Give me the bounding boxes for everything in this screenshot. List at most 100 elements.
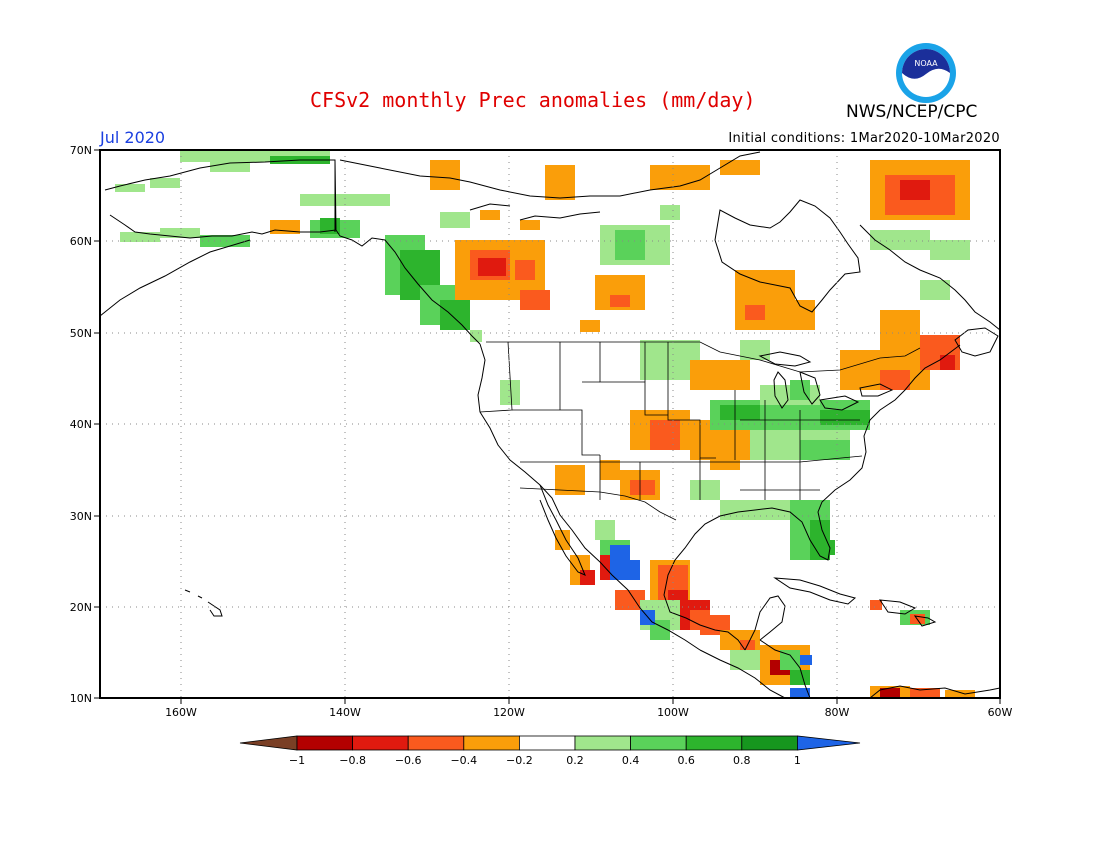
anomaly-cell xyxy=(438,285,447,294)
anomaly-cell xyxy=(385,253,394,262)
anomaly-cell xyxy=(906,239,915,248)
anomaly-cell xyxy=(676,583,685,592)
anomaly-cell xyxy=(708,387,717,390)
anomaly-cell xyxy=(870,230,879,239)
anomaly-cell xyxy=(798,309,807,318)
anomaly-cell xyxy=(730,650,739,659)
anomaly-cell xyxy=(633,239,642,248)
anomaly-cell xyxy=(473,276,482,285)
anomaly-cell xyxy=(227,235,236,244)
anomaly-cell xyxy=(318,203,327,206)
anomaly-cell xyxy=(747,630,756,639)
anomaly-cell xyxy=(279,150,288,159)
anomaly-cell xyxy=(600,478,609,480)
anomaly-cell xyxy=(909,189,918,198)
anomaly-cell xyxy=(729,648,738,650)
anomaly-cell xyxy=(650,569,659,578)
anomaly-cell xyxy=(464,285,473,294)
anomaly-cell xyxy=(808,509,817,518)
anomaly-cell xyxy=(740,349,749,358)
anomaly-cell xyxy=(790,527,799,536)
anomaly-cell xyxy=(529,299,538,308)
anomaly-cell xyxy=(169,237,178,238)
anomaly-cell xyxy=(759,448,768,457)
anomaly-cell xyxy=(520,220,529,229)
anomaly-cell xyxy=(628,304,630,307)
anomaly-cell xyxy=(420,312,429,321)
anomaly-cell xyxy=(648,480,655,489)
anomaly-cell xyxy=(180,159,189,162)
anomaly-cell xyxy=(219,169,228,172)
anomaly-cell xyxy=(912,377,921,386)
anomaly-cell xyxy=(809,409,818,418)
anomaly-cell xyxy=(488,277,497,280)
anomaly-cell xyxy=(727,624,730,633)
anomaly-cell xyxy=(624,590,633,599)
anomaly-cell xyxy=(929,362,938,370)
anomaly-cell xyxy=(699,429,708,438)
anomaly-cell xyxy=(409,250,418,259)
anomaly-cell xyxy=(762,309,771,318)
anomaly-cell xyxy=(880,319,889,328)
anomaly-cell xyxy=(969,205,970,214)
anomaly-cell xyxy=(570,555,579,564)
anomaly-cell xyxy=(894,211,903,215)
anomaly-cell xyxy=(633,248,642,257)
anomaly-cell xyxy=(829,410,838,419)
anomaly-cell xyxy=(747,405,756,414)
anomaly-cell xyxy=(420,285,429,294)
anomaly-cell xyxy=(763,305,765,314)
anomaly-cell xyxy=(800,418,809,427)
anomaly-cell xyxy=(756,509,765,518)
anomaly-cell xyxy=(912,175,921,184)
anomaly-cell xyxy=(639,489,648,495)
anomaly-cell xyxy=(907,319,916,328)
anomaly-cell xyxy=(467,318,470,327)
anomaly-cell xyxy=(903,202,912,211)
anomaly-cell xyxy=(177,178,180,187)
anomaly-cell xyxy=(748,650,757,659)
anomaly-cell xyxy=(363,203,372,206)
anomaly-cell xyxy=(799,545,808,554)
anomaly-cell xyxy=(735,378,744,387)
anomaly-cell xyxy=(728,418,737,427)
anomaly-cell xyxy=(942,214,951,220)
anomaly-cell xyxy=(677,560,686,569)
anomaly-cell xyxy=(663,252,670,261)
anomaly-cell xyxy=(640,302,645,310)
anomaly-cell xyxy=(478,267,487,276)
anomaly-cell xyxy=(708,480,717,489)
anomaly-cell xyxy=(427,259,436,268)
anomaly-cell xyxy=(663,234,670,243)
anomaly-cell xyxy=(473,240,482,249)
anomaly-cell xyxy=(658,592,667,601)
anomaly-cell xyxy=(649,349,658,358)
colorbar-label: −1 xyxy=(289,754,305,767)
anomaly-cell xyxy=(645,261,654,265)
anomaly-cell xyxy=(600,252,609,261)
anomaly-cell xyxy=(807,327,815,330)
anomaly-cell xyxy=(924,214,933,220)
anomaly-cell xyxy=(458,221,467,228)
anomaly-cell xyxy=(509,285,518,294)
anomaly-cell xyxy=(747,500,756,509)
anomaly-cell xyxy=(949,355,955,364)
anomaly-cell xyxy=(774,518,783,520)
anomaly-cell xyxy=(564,492,573,495)
anomaly-cell xyxy=(726,429,735,438)
anomaly-cell xyxy=(667,627,676,630)
anomaly-cell xyxy=(695,174,704,183)
anomaly-cell xyxy=(243,150,252,159)
anomaly-cell xyxy=(933,160,942,169)
anomaly-cell xyxy=(906,214,915,220)
anomaly-cell xyxy=(684,446,690,450)
anomaly-cell xyxy=(497,277,506,280)
anomaly-cell xyxy=(639,410,648,419)
anomaly-cell xyxy=(533,260,535,269)
anomaly-cell xyxy=(631,275,640,284)
anomaly-cell xyxy=(897,248,906,250)
anomaly-cell xyxy=(555,474,564,483)
anomaly-cell xyxy=(800,664,809,665)
anomaly-cell xyxy=(345,203,354,206)
anomaly-cell xyxy=(960,187,969,196)
